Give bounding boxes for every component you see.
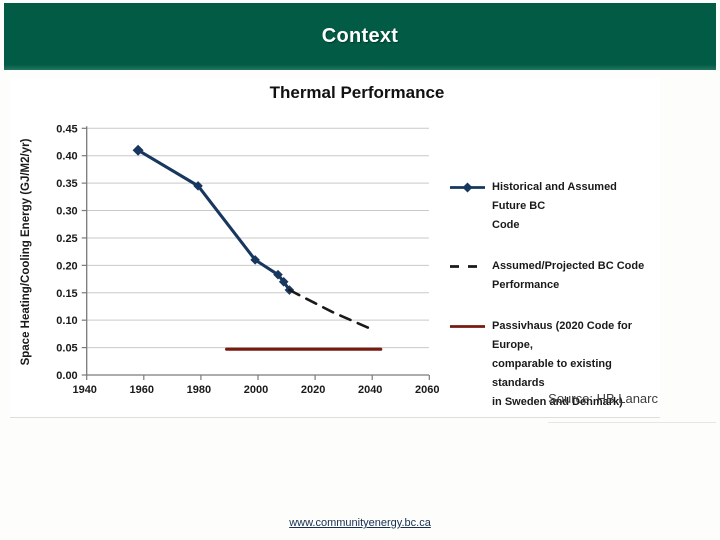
- svg-text:2060: 2060: [415, 384, 439, 396]
- legend-swatch-dashed-line-icon: [450, 265, 479, 268]
- svg-text:0.40: 0.40: [56, 151, 77, 163]
- slide-title: Context: [321, 25, 399, 47]
- svg-text:0.45: 0.45: [56, 123, 77, 135]
- source-divider: [548, 422, 716, 423]
- svg-text:0.25: 0.25: [56, 233, 77, 245]
- legend-item-passivhaus: Passivhaus (2020 Code for Europe, compar…: [448, 317, 648, 412]
- svg-text:0.05: 0.05: [56, 343, 77, 355]
- source-attribution: Source: HB Lanarc: [548, 391, 658, 406]
- chart-plot-area: 0.00 0.05 0.10 0.15 0.20 0.25 0.30 0.35 0.40 0.45…: [20, 123, 440, 396]
- chart-legend: Historical and Assumed Future BC Code As…: [448, 178, 648, 434]
- svg-text:1960: 1960: [130, 384, 154, 396]
- legend-label: Passivhaus (2020 Code for Europe, compar…: [492, 320, 633, 408]
- svg-text:2020: 2020: [301, 384, 325, 396]
- svg-text:0.20: 0.20: [56, 260, 77, 272]
- svg-text:1940: 1940: [72, 384, 96, 396]
- svg-text:2040: 2040: [358, 384, 382, 396]
- svg-text:0.35: 0.35: [56, 178, 77, 190]
- slide-header: Context: [4, 3, 716, 70]
- svg-text:1980: 1980: [187, 384, 211, 396]
- svg-text:Space Heating/Cooling Energy (: Space Heating/Cooling Energy (GJ/M2/yr): [20, 138, 32, 365]
- legend-item-historical: Historical and Assumed Future BC Code: [448, 178, 648, 235]
- svg-text:0.10: 0.10: [56, 315, 77, 327]
- svg-text:0.15: 0.15: [56, 288, 77, 300]
- svg-text:2000: 2000: [244, 384, 268, 396]
- legend-swatch-red-line-icon: [450, 325, 485, 328]
- svg-text:0.00: 0.00: [56, 370, 77, 382]
- legend-item-projected: Assumed/Projected BC Code Performance: [448, 257, 648, 295]
- footer-link[interactable]: www.communityenergy.bc.ca: [289, 517, 431, 529]
- svg-text:0.30: 0.30: [56, 206, 77, 218]
- chart-title: Thermal Performance: [269, 83, 445, 102]
- legend-swatch-solid-line-diamond-icon: [450, 182, 485, 193]
- footer: www.communityenergy.bc.ca: [0, 513, 720, 531]
- thermal-performance-chart: Thermal Performance 0.00 0.05 0.10 0.15 0.20…: [10, 78, 660, 418]
- legend-label: Assumed/Projected BC Code Performance: [492, 260, 645, 291]
- legend-label: Historical and Assumed Future BC Code: [492, 181, 617, 231]
